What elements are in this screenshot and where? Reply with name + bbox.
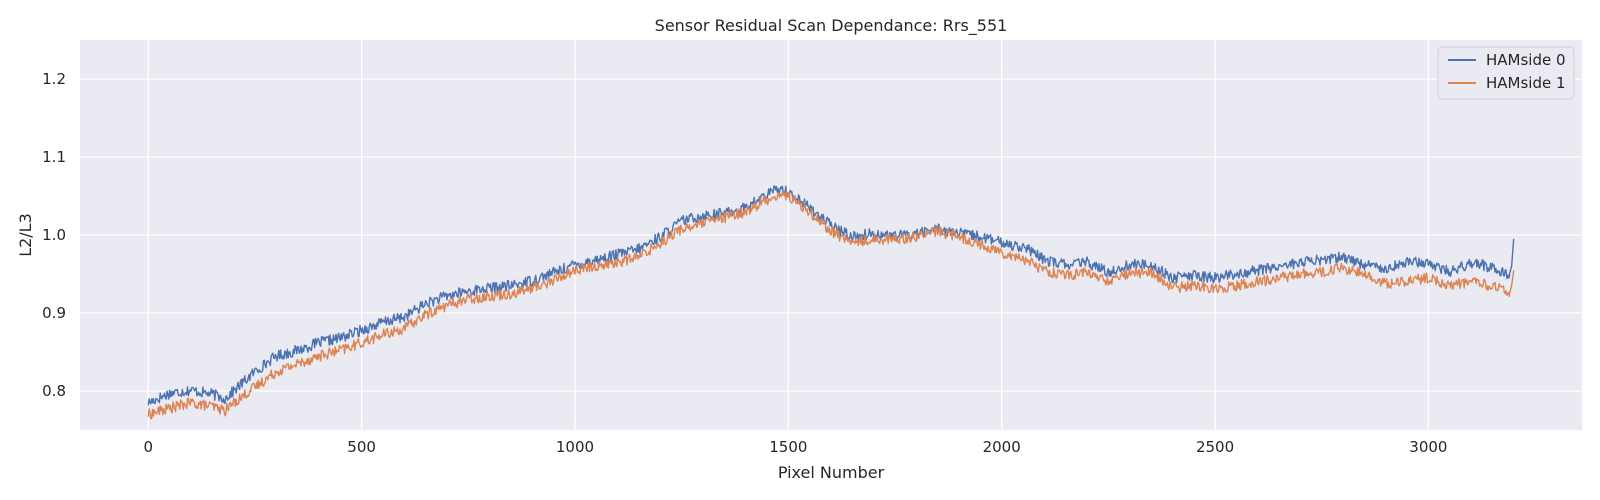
legend-label: HAMside 0 (1486, 51, 1566, 69)
x-tick-label: 500 (347, 438, 376, 456)
y-axis-label: L2/L3 (16, 213, 35, 257)
series-lines (147, 185, 1515, 420)
y-tick-label: 1.1 (42, 148, 66, 166)
y-tick-label: 1.2 (42, 70, 66, 88)
legend: HAMside 0 HAMside 1 (1437, 46, 1575, 100)
y-tick-label: 0.9 (42, 304, 66, 322)
x-axis-label: Pixel Number (778, 463, 885, 482)
x-tick-label: 0 (143, 438, 153, 456)
series-line-0 (147, 185, 1515, 406)
x-axis-ticks: 0 500 1000 1500 2000 2500 3000 (143, 438, 1447, 456)
series-line-1 (147, 190, 1515, 420)
y-axis-ticks: 0.8 0.9 1.0 1.1 1.2 (42, 70, 66, 400)
y-tick-label: 0.8 (42, 382, 66, 400)
y-tick-label: 1.0 (42, 226, 66, 244)
x-tick-label: 1500 (769, 438, 807, 456)
x-tick-label: 2500 (1196, 438, 1234, 456)
x-tick-label: 3000 (1409, 438, 1447, 456)
legend-label: HAMside 1 (1486, 74, 1566, 92)
x-tick-label: 1000 (556, 438, 594, 456)
x-tick-label: 2000 (983, 438, 1021, 456)
chart-title: Sensor Residual Scan Dependance: Rrs_551 (655, 16, 1008, 36)
